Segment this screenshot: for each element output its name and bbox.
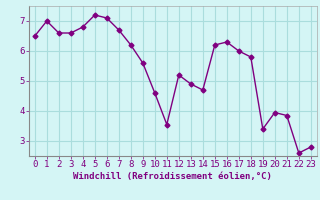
X-axis label: Windchill (Refroidissement éolien,°C): Windchill (Refroidissement éolien,°C): [73, 172, 272, 181]
